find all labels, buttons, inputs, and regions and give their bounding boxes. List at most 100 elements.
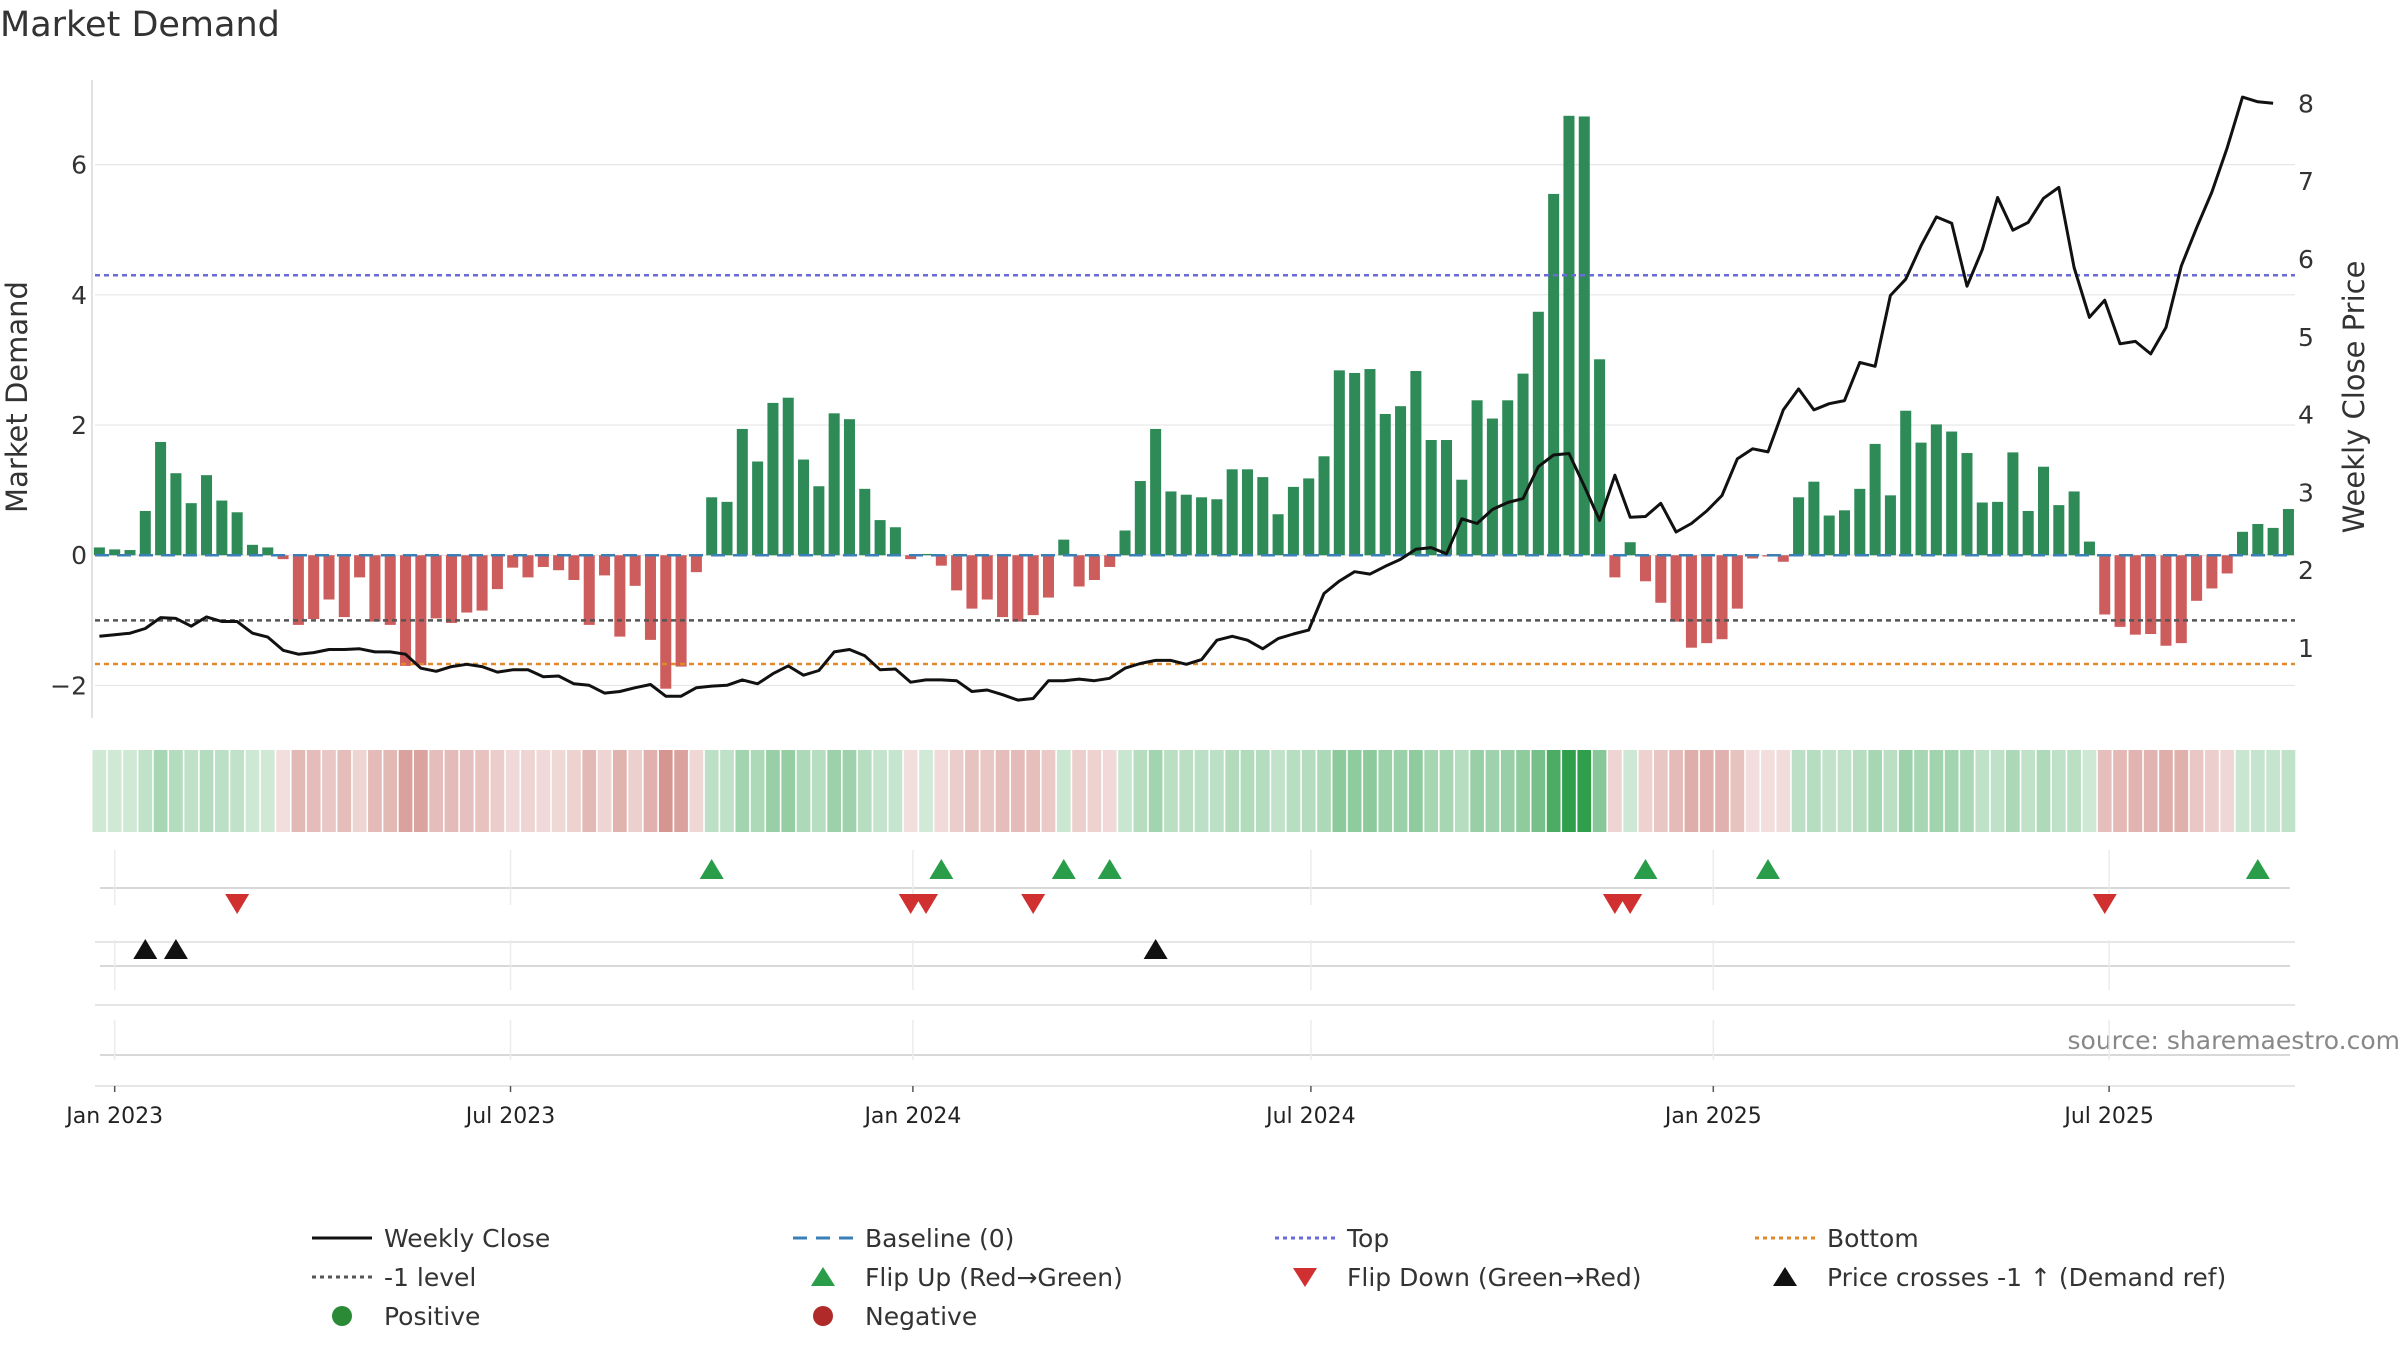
demand-bar [1380, 414, 1391, 555]
demand-bar [1364, 369, 1375, 555]
heat-cell [705, 750, 719, 832]
heat-cell [644, 750, 658, 832]
demand-bar [1533, 312, 1544, 555]
flip-up-marker [1756, 859, 1780, 879]
heat-cell [1256, 750, 1270, 832]
heat-cell [1088, 750, 1102, 832]
heat-cell [567, 750, 581, 832]
demand-bar [966, 555, 977, 608]
legend-label: Flip Down (Green→Red) [1347, 1263, 1642, 1292]
demand-bar [1640, 555, 1651, 581]
demand-bar [216, 501, 227, 556]
heat-cell [1225, 750, 1239, 832]
demand-bar [1548, 194, 1559, 555]
heat-cell [1103, 750, 1117, 832]
flip-down-marker [2093, 894, 2117, 914]
demand-bar [1441, 440, 1452, 555]
heat-cell [1822, 750, 1836, 832]
flip-down-marker [914, 894, 938, 914]
demand-bar [783, 398, 794, 556]
demand-bars [94, 116, 2294, 689]
heat-cell [1470, 750, 1484, 832]
heat-cell [154, 750, 168, 832]
heat-cell [1195, 750, 1209, 832]
heat-cell [2236, 750, 2250, 832]
heat-cell [766, 750, 780, 832]
demand-bar [1701, 555, 1712, 643]
demand-bar [1120, 531, 1131, 556]
heat-cell [797, 750, 811, 832]
heat-cell [1960, 750, 1974, 832]
heat-cell [2052, 750, 2066, 832]
demand-bar [1977, 503, 1988, 556]
legend-label: Flip Up (Red→Green) [865, 1263, 1123, 1292]
heat-cell [552, 750, 566, 832]
heat-cell [2037, 750, 2051, 832]
heat-cell [200, 750, 214, 832]
heat-cell [1715, 750, 1729, 832]
heat-cell [491, 750, 505, 832]
heat-cell [2251, 750, 2265, 832]
demand-bar [1518, 374, 1529, 556]
heat-cell [674, 750, 688, 832]
heat-cell [1669, 750, 1683, 832]
demand-bar [1319, 456, 1330, 555]
heat-cell [1593, 750, 1607, 832]
legend-label: Bottom [1827, 1224, 1919, 1253]
heat-cell [613, 750, 627, 832]
heat-cell [2113, 750, 2127, 832]
demand-bar [1165, 491, 1176, 555]
heat-cell [1991, 750, 2005, 832]
demand-bar [1992, 502, 2003, 555]
demand-bar [614, 555, 625, 636]
demand-bar [2145, 555, 2156, 634]
heat-cell [1639, 750, 1653, 832]
legend-label: Positive [384, 1302, 480, 1331]
heat-cell [1042, 750, 1056, 832]
legend-triangle-up-icon [1773, 1267, 1797, 1286]
demand-bar [1135, 481, 1146, 555]
heat-cell [690, 750, 704, 832]
demand-bar [829, 413, 840, 555]
heat-cell [2129, 750, 2143, 832]
heat-cell [184, 750, 198, 832]
demand-bar [538, 555, 549, 567]
demand-bar [1196, 497, 1207, 555]
demand-bar [676, 555, 687, 666]
demand-bar [2023, 511, 2034, 555]
legend-circle-icon [813, 1306, 833, 1326]
demand-bar [2222, 555, 2233, 573]
demand-bar [155, 442, 166, 555]
demand-bar [1349, 373, 1360, 555]
legend-triangle-up-icon [811, 1267, 835, 1286]
demand-bar [1211, 499, 1222, 555]
flip-up-marker [1633, 859, 1657, 879]
legend-item: Weekly Close [312, 1224, 550, 1253]
heat-cell [261, 750, 275, 832]
heat-cell [1164, 750, 1178, 832]
demand-bar [140, 511, 151, 555]
heat-cell [1623, 750, 1637, 832]
heat-cell [628, 750, 642, 832]
heat-cell [2021, 750, 2035, 832]
legend-item: Negative [813, 1302, 977, 1331]
heat-cell [904, 750, 918, 832]
y-left-tick-label: 0 [71, 541, 87, 570]
heat-cell [1072, 750, 1086, 832]
heat-cell [1608, 750, 1622, 832]
demand-bar [507, 555, 518, 567]
x-tick-label: Jul 2024 [1264, 1104, 1356, 1129]
demand-bar [431, 555, 442, 618]
heat-cell [1133, 750, 1147, 832]
demand-bar [737, 429, 748, 555]
demand-heat-strip [93, 750, 2296, 832]
legend-label: Price crosses -1 ↑ (Demand ref) [1827, 1263, 2226, 1292]
demand-bar [813, 486, 824, 555]
heat-cell [2205, 750, 2219, 832]
heat-cell [1409, 750, 1423, 832]
demand-bar [522, 555, 533, 577]
demand-bar [2191, 555, 2202, 601]
heat-cell [1271, 750, 1285, 832]
heat-cell [521, 750, 535, 832]
